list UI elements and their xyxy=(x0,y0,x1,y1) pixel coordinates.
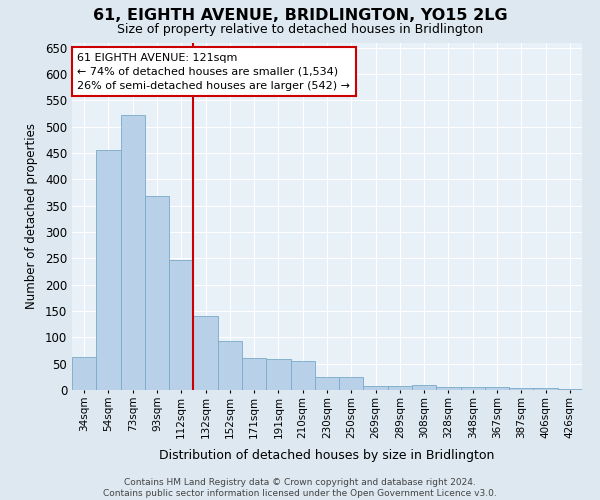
Bar xyxy=(242,358,266,390)
Bar xyxy=(412,384,436,390)
Bar xyxy=(461,388,485,390)
Bar xyxy=(509,388,533,390)
Bar xyxy=(485,388,509,390)
Bar xyxy=(436,388,461,390)
Bar xyxy=(193,316,218,390)
Bar xyxy=(364,386,388,390)
Bar xyxy=(72,358,96,390)
Text: 61 EIGHTH AVENUE: 121sqm
← 74% of detached houses are smaller (1,534)
26% of sem: 61 EIGHTH AVENUE: 121sqm ← 74% of detach… xyxy=(77,53,350,91)
Bar xyxy=(533,388,558,390)
Bar xyxy=(315,377,339,390)
Bar xyxy=(218,341,242,390)
X-axis label: Distribution of detached houses by size in Bridlington: Distribution of detached houses by size … xyxy=(160,449,494,462)
Bar xyxy=(558,389,582,390)
Bar xyxy=(339,377,364,390)
Bar xyxy=(266,360,290,390)
Text: 61, EIGHTH AVENUE, BRIDLINGTON, YO15 2LG: 61, EIGHTH AVENUE, BRIDLINGTON, YO15 2LG xyxy=(92,8,508,22)
Bar xyxy=(121,115,145,390)
Bar xyxy=(290,361,315,390)
Y-axis label: Number of detached properties: Number of detached properties xyxy=(25,123,38,309)
Bar xyxy=(388,386,412,390)
Bar xyxy=(169,260,193,390)
Text: Contains HM Land Registry data © Crown copyright and database right 2024.
Contai: Contains HM Land Registry data © Crown c… xyxy=(103,478,497,498)
Text: Size of property relative to detached houses in Bridlington: Size of property relative to detached ho… xyxy=(117,22,483,36)
Bar xyxy=(145,196,169,390)
Bar xyxy=(96,150,121,390)
